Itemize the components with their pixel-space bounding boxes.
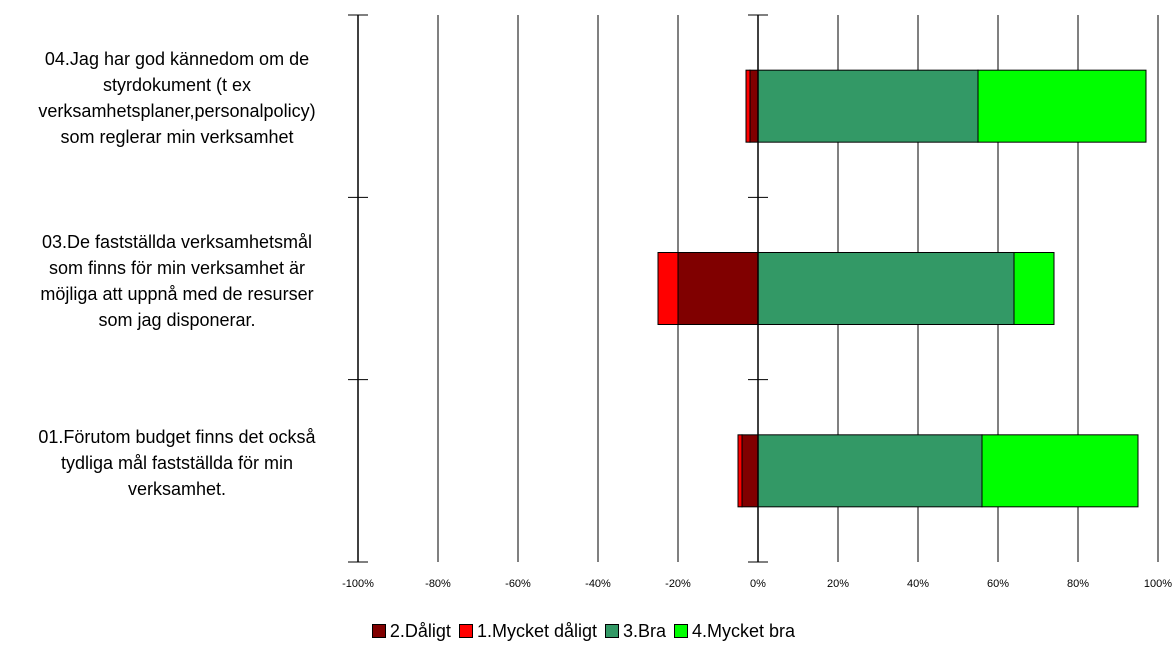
x-tick-label-6: 20% xyxy=(827,578,849,590)
legend: 2.Dåligt 1.Mycket dåligt 3.Bra 4.Mycket bra xyxy=(0,621,1175,642)
bar-2-1-mycket-d-ligt xyxy=(737,434,743,508)
bar-1-2-d-ligt xyxy=(677,252,759,325)
x-tick-label-4: -20% xyxy=(665,578,691,590)
x-tick-label-8: 60% xyxy=(987,578,1009,590)
bar-1-4-mycket-bra xyxy=(1013,252,1055,325)
x-tick-label-9: 80% xyxy=(1067,578,1089,590)
bar-0-4-mycket-bra xyxy=(977,69,1147,143)
x-tick-label-2: -60% xyxy=(505,578,531,590)
x-tick-label-10: 100% xyxy=(1144,578,1172,590)
legend-label-2: 3.Bra xyxy=(623,621,667,641)
bar-2-3-bra xyxy=(757,434,983,508)
x-tick-label-3: -40% xyxy=(585,578,611,590)
legend-label-1: 1.Mycket dåligt xyxy=(476,621,597,641)
category-label-2: 01.Förutom budget finns det också tydlig… xyxy=(38,426,316,499)
legend-swatch-1 xyxy=(458,624,473,638)
legend-item-1: 1.Mycket dåligt xyxy=(458,621,597,642)
legend-swatch-2 xyxy=(605,624,619,638)
bar-0-1-mycket-d-ligt xyxy=(745,69,751,143)
bar-0-2-d-ligt xyxy=(749,69,759,143)
category-label-0: 04.Jag har god kännedom om de styrdokume… xyxy=(38,49,316,148)
bar-1-3-bra xyxy=(757,252,1015,325)
bar-1-1-mycket-d-ligt xyxy=(657,252,679,325)
legend-item-0: 2.Dåligt xyxy=(371,621,451,642)
legend-swatch-3 xyxy=(674,624,689,638)
legend-swatch-0 xyxy=(371,624,386,638)
x-tick-label-1: -80% xyxy=(425,578,451,590)
x-tick-label-7: 40% xyxy=(907,578,929,590)
legend-label-0: 2.Dåligt xyxy=(389,621,451,641)
x-tick-label-5: 0% xyxy=(750,578,766,590)
x-tick-label-0: -100% xyxy=(342,578,374,590)
bar-0-3-bra xyxy=(757,69,979,143)
bar-2-2-d-ligt xyxy=(741,434,759,508)
bar-2-4-mycket-bra xyxy=(981,434,1139,508)
legend-label-3: 4.Mycket bra xyxy=(692,621,796,641)
legend-item-2: 3.Bra xyxy=(605,621,666,642)
category-label-1: 03.De fastställda verksamhetsmål som fin… xyxy=(40,231,314,330)
legend-item-3: 4.Mycket bra xyxy=(674,621,795,642)
